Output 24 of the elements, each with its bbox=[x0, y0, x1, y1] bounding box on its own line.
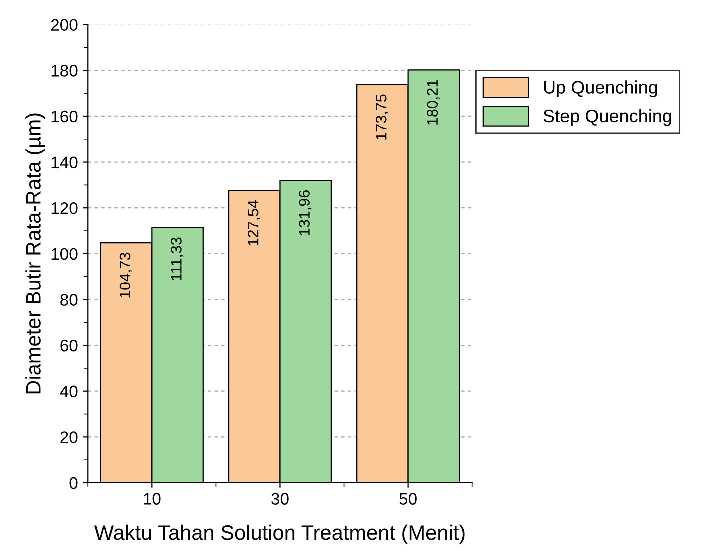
y-tick-label: 20 bbox=[60, 432, 78, 444]
y-tick-label: 120 bbox=[52, 202, 78, 214]
x-tick-label: 10 bbox=[144, 493, 161, 505]
y-tick-label: 0 bbox=[70, 477, 78, 490]
legend-label: Up Quenching bbox=[544, 80, 658, 98]
x-axis-title: Waktu Tahan Solution Treatment (Menit) bbox=[94, 524, 465, 544]
data-label: 131,96 bbox=[299, 190, 312, 236]
y-tick-label: 160 bbox=[52, 110, 78, 123]
y-tick-label: 100 bbox=[52, 248, 78, 260]
data-label: 127,54 bbox=[248, 200, 261, 246]
y-axis-title: Diameter Butir Rata-Rata (µm) bbox=[26, 114, 46, 394]
data-label: 173,75 bbox=[376, 94, 389, 140]
x-tick-label: 30 bbox=[272, 493, 289, 505]
y-tick-label: 60 bbox=[60, 340, 78, 352]
y-tick-label: 80 bbox=[60, 294, 78, 306]
x-tick-label: 50 bbox=[400, 493, 417, 505]
data-label: 111,33 bbox=[171, 238, 184, 280]
y-tick-label: 200 bbox=[51, 19, 78, 32]
data-label: 180,21 bbox=[427, 80, 440, 125]
y-tick-label: 140 bbox=[52, 156, 78, 168]
legend-label: Step Quenching bbox=[544, 109, 672, 126]
y-tick-label: 180 bbox=[52, 65, 78, 77]
y-tick-label: 40 bbox=[60, 386, 78, 398]
data-label: 104,73 bbox=[120, 252, 132, 298]
